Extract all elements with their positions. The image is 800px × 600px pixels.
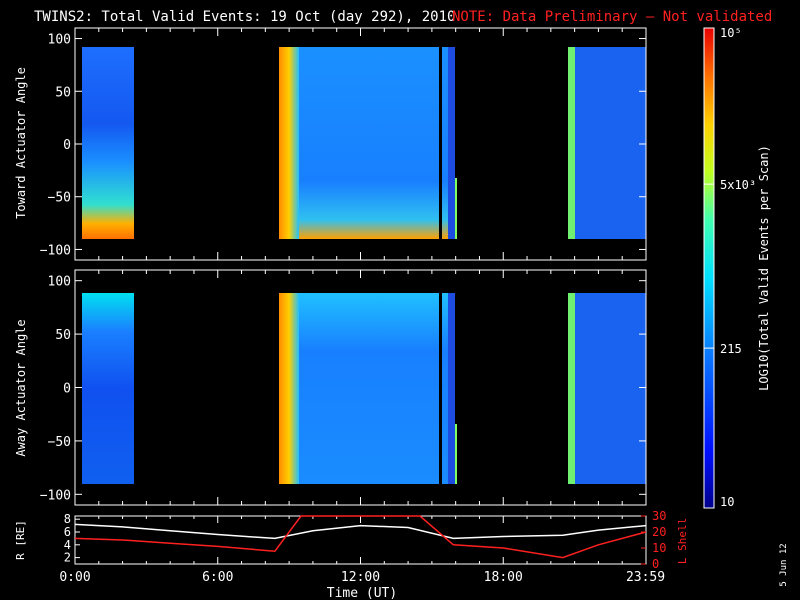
toward-axis-label: Toward Actuator Angle	[14, 67, 28, 219]
r-axis-label: R [RE]	[14, 520, 27, 560]
lshell-tick-label: 0	[652, 557, 659, 571]
toward-heatmap-panel	[74, 27, 647, 261]
lshell-tick-label: 10	[652, 541, 666, 555]
data-gap	[439, 293, 442, 484]
r-tick-label: 2	[64, 551, 71, 565]
chart-title: TWINS2: Total Valid Events: 19 Oct (day …	[34, 9, 455, 25]
y-tick-label: 100	[48, 275, 71, 290]
lshell-series-line	[74, 515, 647, 559]
lshell-tick-label: 30	[652, 509, 666, 523]
data-gap	[448, 293, 455, 484]
data-block	[455, 178, 457, 239]
data-block	[82, 47, 134, 239]
y-tick-label: −100	[40, 488, 71, 503]
lshell-axis-label: L Shell	[676, 518, 689, 564]
x-tick-label: 0:00	[59, 570, 90, 585]
data-block	[279, 47, 455, 239]
preliminary-note: NOTE: Data Preliminary — Not validated	[452, 9, 772, 25]
r-series-line	[74, 523, 647, 540]
data-block	[279, 293, 299, 484]
data-block	[455, 424, 457, 484]
data-block	[568, 293, 646, 484]
y-tick-label: −50	[48, 191, 71, 206]
y-tick-label: 50	[55, 328, 71, 343]
colorbar-tick-label: 10	[720, 495, 734, 509]
r-tick-label: 8	[64, 512, 71, 526]
away-axis-label: Away Actuator Angle	[14, 319, 28, 456]
data-block	[568, 47, 646, 239]
r-tick-label: 4	[64, 538, 71, 552]
y-tick-label: 0	[63, 138, 71, 153]
x-tick-label: 12:00	[341, 570, 380, 585]
data-block	[279, 47, 299, 239]
y-tick-label: 100	[48, 33, 71, 48]
x-tick-label: 18:00	[484, 570, 523, 585]
data-block	[82, 293, 134, 484]
x-tick-label: 6:00	[202, 570, 233, 585]
lshell-tick-label: 20	[652, 525, 666, 539]
away-heatmap-panel	[74, 269, 647, 506]
colorbar-tick-label: 215	[720, 342, 742, 356]
x-tick-label: 23:59	[626, 570, 665, 585]
x-axis-label: Time (UT)	[327, 586, 397, 600]
data-gap	[439, 47, 442, 239]
colorbar: LOG10(Total Valid Events per Scan)	[703, 27, 771, 509]
y-tick-label: 0	[63, 382, 71, 397]
y-tick-label: −100	[40, 243, 71, 258]
colorbar-label: LOG10(Total Valid Events per Scan)	[757, 145, 771, 391]
y-tick-label: −50	[48, 435, 71, 450]
colorbar-tick-label: 10⁵	[720, 26, 742, 40]
data-block	[568, 293, 575, 484]
data-block	[568, 47, 575, 239]
side-date-stamp: 5 Jun 12	[779, 543, 789, 586]
y-tick-label: 50	[55, 85, 71, 100]
data-block	[279, 293, 455, 484]
colorbar-tick-label: 5x10³	[720, 178, 756, 192]
data-gap	[448, 47, 455, 239]
colorbar-gradient	[703, 27, 715, 509]
r-tick-label: 6	[64, 525, 71, 539]
